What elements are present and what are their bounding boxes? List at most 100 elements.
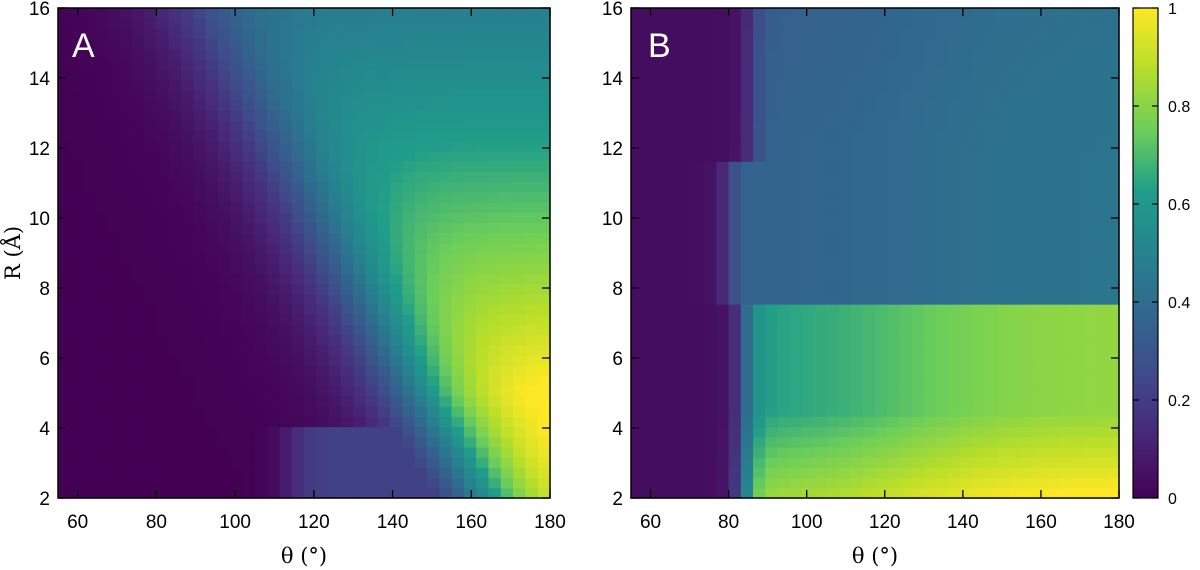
heatmap-cell: [131, 416, 145, 428]
heatmap-cell: [402, 99, 416, 111]
heatmap-cell: [862, 355, 876, 366]
heatmap-cell: [131, 446, 145, 458]
heatmap-cell: [631, 181, 644, 193]
heatmap-cell: [826, 375, 839, 387]
heatmap-cell: [936, 181, 949, 193]
heatmap-cell: [82, 355, 96, 366]
heatmap-cell: [960, 426, 974, 438]
heatmap-cell: [58, 89, 71, 101]
heatmap-cell: [679, 365, 693, 377]
heatmap-cell: [131, 334, 145, 346]
heatmap-cell: [439, 140, 453, 152]
heatmap-cell: [304, 416, 317, 428]
heatmap-cell: [643, 48, 656, 60]
heatmap-cell: [58, 38, 71, 50]
heatmap-cell: [156, 314, 170, 326]
heatmap-cell: [777, 446, 791, 458]
heatmap-cell: [728, 18, 742, 30]
heatmap-cell: [655, 232, 669, 244]
heatmap-cell: [801, 477, 815, 489]
heatmap-cell: [476, 314, 490, 326]
heatmap-cell: [997, 263, 1010, 275]
heatmap-cell: [984, 406, 998, 417]
heatmap-cell: [365, 416, 379, 428]
heatmap-cell: [340, 150, 354, 162]
heatmap-cell: [643, 150, 656, 162]
heatmap-cell: [984, 38, 998, 50]
heatmap-cell: [427, 477, 440, 489]
heatmap-cell: [667, 89, 681, 101]
heatmap-cell: [1009, 375, 1022, 387]
heatmap-cell: [655, 242, 669, 254]
heatmap-cell: [279, 140, 293, 152]
heatmap-cell: [463, 130, 477, 142]
heatmap-cell: [875, 120, 888, 132]
heatmap-cell: [960, 375, 974, 387]
heatmap-cell: [765, 69, 778, 81]
heatmap-cell: [267, 426, 280, 438]
heatmap-cell: [144, 375, 157, 387]
heatmap-cell: [728, 120, 742, 132]
heatmap-cell: [801, 181, 815, 193]
heatmap-cell: [402, 28, 416, 40]
heatmap-cell: [476, 48, 490, 60]
heatmap-cell: [1009, 69, 1022, 81]
heatmap-cell: [205, 140, 219, 152]
heatmap-cell: [377, 487, 391, 499]
heatmap-cell: [291, 38, 305, 50]
heatmap-cell: [1045, 59, 1059, 70]
heatmap-cell: [242, 130, 256, 142]
heatmap-cell: [801, 59, 815, 70]
heatmap-cell: [230, 406, 244, 417]
heatmap-cell: [1045, 212, 1059, 223]
heatmap-cell: [1033, 375, 1047, 387]
heatmap-cell: [765, 212, 778, 223]
heatmap-cell: [936, 150, 949, 162]
heatmap-cell: [144, 436, 157, 448]
heatmap-cell: [984, 99, 998, 111]
heatmap-cell: [936, 201, 949, 213]
heatmap-cell: [728, 222, 742, 234]
heatmap-cell: [826, 263, 839, 275]
heatmap-cell: [936, 385, 949, 397]
heatmap-cell: [82, 38, 96, 50]
heatmap-cell: [899, 406, 913, 417]
heatmap-cell: [765, 28, 778, 40]
heatmap-cell: [427, 375, 440, 387]
heatmap-cell: [643, 283, 656, 295]
heatmap-cell: [1058, 273, 1071, 285]
heatmap-cell: [679, 150, 693, 162]
heatmap-cell: [997, 59, 1010, 70]
heatmap-cell: [728, 416, 742, 428]
heatmap-cell: [643, 140, 656, 152]
heatmap-cell: [340, 8, 354, 19]
heatmap-cell: [1070, 273, 1083, 285]
heatmap-cell: [948, 161, 961, 172]
heatmap-cell: [193, 263, 207, 275]
heatmap-cell: [156, 79, 170, 91]
heatmap-cell: [887, 120, 900, 132]
heatmap-cell: [801, 18, 815, 30]
heatmap-cell: [463, 293, 477, 305]
heatmap-cell: [500, 201, 514, 213]
heatmap-cell: [439, 446, 453, 458]
heatmap-cell: [801, 324, 815, 336]
heatmap-cell: [144, 110, 157, 121]
heatmap-cell: [316, 273, 330, 285]
heatmap-cell: [1082, 59, 1096, 70]
heatmap-cell: [1082, 171, 1096, 183]
heatmap-cell: [328, 304, 342, 315]
heatmap-cell: [119, 426, 133, 438]
heatmap-cell: [131, 426, 145, 438]
heatmap-cell: [390, 436, 403, 448]
heatmap-cell: [131, 365, 145, 377]
heatmap-cell: [217, 171, 231, 183]
heatmap-cell: [500, 263, 514, 275]
heatmap-cell: [279, 385, 293, 397]
heatmap-cell: [82, 181, 96, 193]
heatmap-cell: [997, 18, 1010, 30]
heatmap-cell: [82, 375, 96, 387]
heatmap-cell: [850, 344, 864, 356]
heatmap-cell: [304, 89, 317, 101]
